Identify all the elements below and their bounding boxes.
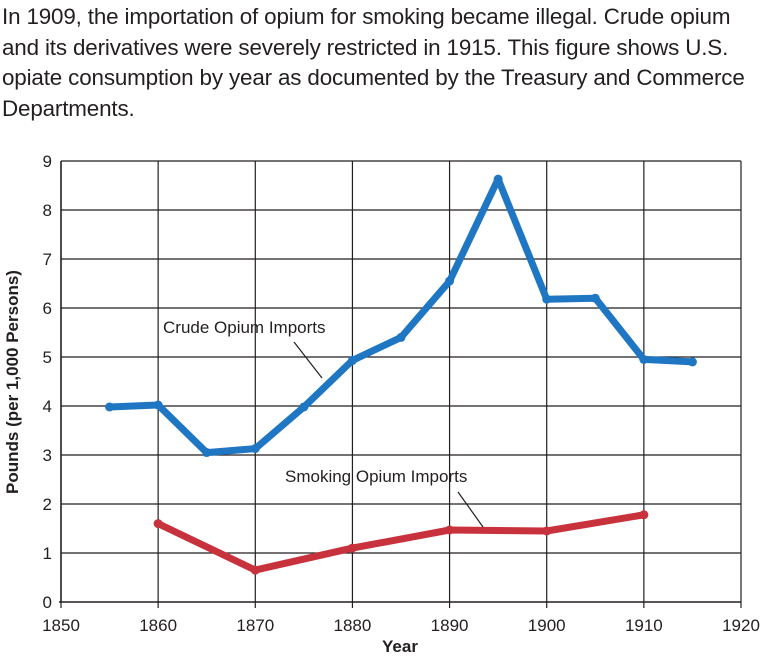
axes — [59, 161, 741, 603]
data-series — [105, 174, 697, 575]
x-tick-label: 1870 — [236, 616, 274, 635]
y-tick-label: 6 — [43, 299, 52, 318]
x-tick-label: 1880 — [334, 616, 372, 635]
crude-opium-imports-point — [542, 294, 552, 304]
x-tick-label: 1910 — [625, 616, 663, 635]
crude-opium-imports-point — [639, 354, 649, 364]
smoking-opium-leader-line — [457, 491, 484, 528]
crude-opium-imports-point — [396, 332, 406, 342]
y-tick-label: 0 — [43, 593, 52, 612]
grid-lines — [61, 160, 742, 602]
smoking-opium-imports-line — [154, 511, 648, 574]
y-tick-label: 9 — [43, 152, 52, 171]
crude-opium-imports-point — [153, 400, 163, 410]
crude-opium-imports-point — [687, 357, 697, 367]
y-tick-label: 2 — [43, 495, 52, 514]
crude-opium-leader-line — [293, 341, 323, 379]
crude-opium-imports-point — [105, 402, 115, 412]
crude-opium-imports-line — [106, 175, 696, 457]
tick-labels: 0 1 2 3 4 5 6 7 8 9 1850 1860 1870 1880 1890 1900 1910 19… — [42, 152, 760, 635]
smoking-opium-imports-point — [639, 510, 649, 520]
crude-opium-imports-point — [590, 293, 600, 303]
y-tick-label: 4 — [43, 397, 52, 416]
series-annotations: Crude Opium Imports Smoking Opium Import… — [163, 318, 484, 528]
y-tick-label: 3 — [43, 446, 52, 465]
crude-opium-imports-point — [250, 444, 260, 454]
crude-opium-imports-point — [299, 402, 309, 412]
crude-opium-imports-point — [493, 174, 503, 184]
figure-caption: In 1909, the importation of opium for sm… — [2, 4, 745, 121]
smoking-opium-imports-point — [153, 519, 163, 529]
smoking-opium-imports-point — [250, 565, 260, 575]
x-tick-label: 1920 — [722, 616, 760, 635]
x-tick-label: 1890 — [431, 616, 469, 635]
x-tick-label: 1860 — [139, 616, 177, 635]
smoking-opium-imports-point — [542, 526, 552, 536]
y-tick-label: 5 — [43, 348, 52, 367]
y-axis-title: Pounds (per 1,000 Persons) — [3, 270, 22, 494]
x-tick-label: 1900 — [528, 616, 566, 635]
y-tick-label: 8 — [43, 201, 52, 220]
crude-opium-imports-point — [202, 448, 212, 458]
smoking-opium-label: Smoking Opium Imports — [285, 467, 467, 486]
smoking-opium-imports-point — [347, 543, 357, 553]
crude-opium-imports-point — [445, 276, 455, 286]
x-tick-label: 1850 — [42, 616, 80, 635]
y-tick-label: 1 — [43, 544, 52, 563]
crude-opium-imports-point — [347, 355, 357, 365]
y-tick-label: 7 — [43, 250, 52, 269]
x-axis-title: Year — [382, 637, 418, 656]
smoking-opium-imports-point — [445, 525, 455, 535]
crude-opium-label: Crude Opium Imports — [163, 318, 326, 337]
